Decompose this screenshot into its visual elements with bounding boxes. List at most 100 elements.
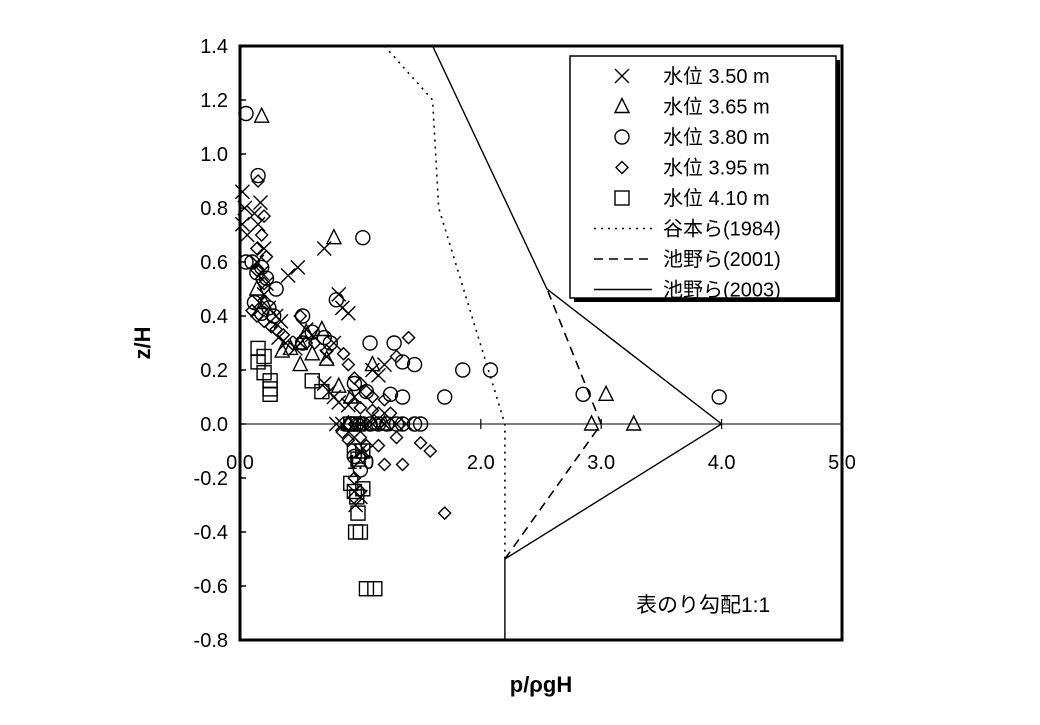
- data-point-diamond: [353, 376, 368, 391]
- data-point-circle: [406, 416, 423, 432]
- data-point-triangle: [304, 344, 321, 361]
- data-point-diamond: [335, 425, 350, 440]
- legend-label: 水位 4.10 m: [663, 187, 770, 210]
- data-point-circle: [394, 389, 411, 405]
- y-tick-label: 0.4: [200, 306, 228, 328]
- data-point-diamond: [269, 322, 284, 337]
- data-point-square: [304, 373, 320, 389]
- data-point-x: [340, 305, 356, 321]
- data-point-diamond: [341, 433, 356, 448]
- data-point-circle: [316, 329, 332, 346]
- y-axis-ticks: 1.4 1.2 1.0 0.8 0.6 0.4 0.2 0.0 -0.2 -0.4 -0.6 -0.8: [194, 36, 246, 652]
- data-point-triangle: [364, 355, 381, 372]
- data-point-x: [328, 416, 344, 432]
- x-tick-label: 2.0: [467, 452, 495, 474]
- data-point-circle: [238, 105, 254, 122]
- data-point-diamond: [365, 390, 380, 404]
- data-point-diamond: [249, 309, 264, 323]
- y-tick-label: 0.2: [200, 360, 228, 382]
- data-point-circle: [436, 389, 453, 405]
- data-point-square: [352, 524, 369, 540]
- data-point-circle: [355, 229, 371, 246]
- data-point-circle: [294, 308, 311, 324]
- data-point-diamond: [423, 444, 438, 458]
- x-tick-label: 1.0: [346, 452, 374, 474]
- data-point-diamond: [341, 357, 356, 372]
- y-tick-label: 1.2: [200, 90, 228, 112]
- legend-label: 池野ら(2003): [663, 279, 781, 302]
- legend-label: 水位 3.95 m: [663, 157, 770, 180]
- data-point-triangle: [282, 338, 299, 356]
- y-tick-label: -0.2: [194, 468, 228, 490]
- legend-box: [569, 55, 837, 299]
- data-point-triangle: [274, 341, 291, 358]
- data-point-square: [355, 443, 371, 459]
- data-point-diamond: [371, 438, 386, 453]
- data-point-diamond: [257, 276, 272, 291]
- y-axis-title: z/H: [130, 327, 155, 360]
- y-tick-label: 0.8: [200, 198, 228, 220]
- data-point-square: [314, 383, 330, 400]
- data-point-diamond: [437, 506, 452, 521]
- legend-label: 池野ら(2001): [663, 248, 781, 271]
- x-axis-title: p/ρgH: [510, 672, 573, 697]
- data-point-circle: [238, 254, 254, 270]
- slope-annotation: 表のり勾配1:1: [636, 594, 770, 617]
- data-point-x: [340, 397, 356, 413]
- data-point-triangle: [325, 228, 343, 245]
- data-point-diamond: [359, 417, 374, 431]
- x-tick-label: 5.0: [828, 452, 856, 474]
- data-point-square: [367, 581, 383, 597]
- data-point-diamond: [249, 241, 264, 256]
- data-point-diamond: [377, 457, 392, 472]
- data-point-square: [355, 481, 371, 497]
- data-point-square: [256, 365, 272, 381]
- data-point-x: [250, 216, 266, 232]
- data-point-triangle: [318, 349, 335, 366]
- data-point-diamond: [293, 309, 308, 323]
- data-point-diamond: [249, 263, 264, 278]
- y-tick-label: 0.0: [200, 414, 228, 436]
- legend-swatch-x: [614, 68, 630, 84]
- y-tick-label: 1.4: [200, 36, 228, 58]
- data-point-triangle: [625, 414, 642, 431]
- data-point-square: [358, 581, 375, 597]
- data-point-circle: [268, 281, 284, 297]
- legend-swatch-square: [614, 190, 630, 206]
- data-point-diamond: [355, 449, 370, 464]
- y-tick-label: 0.6: [200, 252, 228, 274]
- data-point-triangle: [583, 414, 600, 431]
- y-tick-label: 1.0: [200, 144, 228, 166]
- data-point-circle: [346, 375, 363, 392]
- data-point-triangle: [330, 376, 347, 393]
- data-point-square: [250, 354, 266, 370]
- data-point-circle: [258, 270, 275, 286]
- data-point-x: [290, 259, 306, 275]
- data-point-circle: [455, 362, 471, 378]
- legend-label: 谷本ら(1984): [663, 218, 781, 241]
- data-point-x: [234, 216, 250, 232]
- data-point-diamond: [389, 349, 404, 364]
- data-point-diamond: [257, 314, 272, 329]
- data-point-x: [280, 268, 296, 283]
- data-point-diamond: [307, 336, 322, 350]
- data-point-circle: [352, 462, 369, 478]
- data-point-circle: [250, 167, 266, 184]
- data-point-circle: [394, 416, 411, 432]
- y-tick-label: -0.8: [194, 630, 228, 652]
- data-point-circle: [406, 356, 423, 373]
- data-point-square: [350, 416, 366, 432]
- data-point-triangle: [597, 384, 615, 401]
- data-point-diamond: [353, 400, 368, 415]
- data-point-triangle: [342, 387, 359, 404]
- legend-swatch-triangle: [613, 96, 631, 114]
- y-tick-label: -0.6: [194, 576, 228, 598]
- data-point-triangle: [253, 106, 270, 123]
- data-point-circle: [246, 294, 263, 311]
- data-points: [234, 105, 727, 597]
- x-tick-label: 4.0: [708, 452, 736, 474]
- data-point-diamond: [276, 327, 291, 342]
- data-point-triangle: [248, 279, 265, 296]
- data-point-circle: [386, 335, 402, 351]
